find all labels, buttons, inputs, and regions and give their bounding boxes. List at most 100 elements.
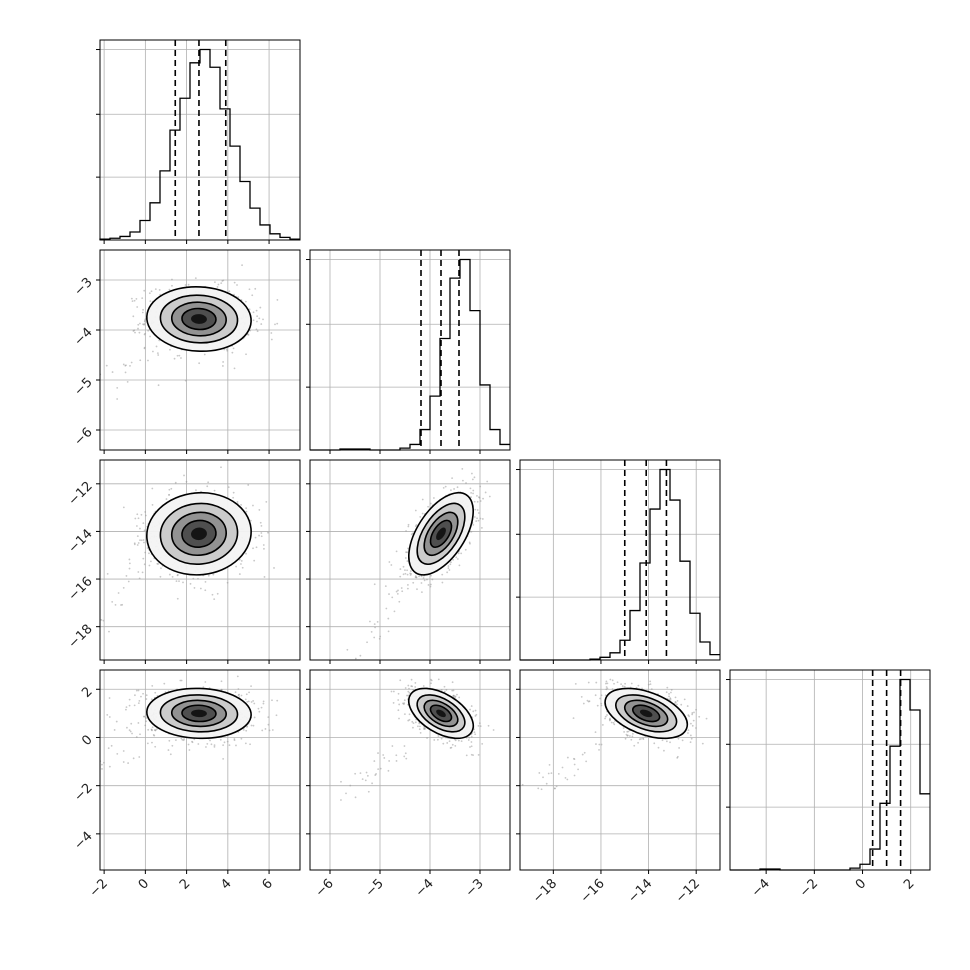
sample-point <box>141 311 144 314</box>
sample-point <box>139 539 141 542</box>
sample-point <box>604 694 607 697</box>
contour-line <box>170 301 227 337</box>
x-tick-label: −4 <box>413 876 437 900</box>
sample-point <box>248 288 251 291</box>
sample-point <box>275 714 278 717</box>
sample-point <box>669 741 671 744</box>
sample-point <box>581 753 584 756</box>
sample-point <box>572 717 575 720</box>
sample-point <box>54 652 56 654</box>
sample-point <box>364 779 367 782</box>
sample-point <box>128 698 131 701</box>
sample-point <box>383 757 386 759</box>
density-content <box>346 467 491 660</box>
sample-point <box>155 345 158 348</box>
histogram-panel-1 <box>306 249 511 451</box>
sample-point <box>146 742 149 745</box>
sample-point <box>235 744 237 747</box>
sample-point <box>406 587 409 590</box>
sample-point <box>96 759 98 761</box>
sample-point <box>247 334 250 336</box>
sample-point <box>663 749 665 752</box>
sample-point <box>582 702 585 705</box>
sample-point <box>665 691 668 694</box>
sample-point <box>139 733 141 736</box>
sample-point <box>106 713 109 716</box>
sample-point <box>217 283 220 286</box>
sample-point <box>138 699 141 702</box>
sample-point <box>691 724 694 727</box>
sample-point <box>139 359 142 362</box>
sample-point <box>242 728 245 731</box>
sample-point <box>253 702 256 705</box>
sample-point <box>354 657 357 660</box>
sample-point <box>139 527 141 530</box>
sample-point <box>441 581 444 584</box>
sample-point <box>171 744 174 747</box>
contour-line <box>416 502 466 565</box>
sample-point <box>598 748 600 751</box>
sample-point <box>472 492 474 495</box>
sample-point <box>197 743 200 745</box>
sample-point <box>121 603 124 606</box>
sample-point <box>222 361 225 363</box>
sample-point <box>101 763 103 766</box>
sample-point <box>267 723 270 726</box>
sample-point <box>244 698 247 701</box>
sample-point <box>420 582 423 584</box>
contour-line <box>159 694 239 733</box>
sample-point <box>407 547 409 550</box>
sample-point <box>692 719 695 722</box>
sample-point <box>233 739 236 742</box>
x-tick-label: 6 <box>259 876 275 892</box>
sample-point <box>472 524 475 526</box>
sample-point <box>237 296 240 299</box>
sample-point <box>140 539 143 542</box>
sample-point <box>668 693 670 695</box>
sample-point <box>254 536 257 539</box>
sample-point <box>151 503 154 506</box>
sample-point <box>157 563 160 565</box>
sample-point <box>600 702 603 705</box>
contour-line <box>181 519 217 549</box>
sample-point <box>626 734 629 737</box>
sample-point <box>414 509 417 512</box>
sample-point <box>136 544 139 546</box>
sample-point <box>447 567 450 569</box>
contour-line <box>604 687 689 740</box>
sample-point <box>397 692 400 695</box>
sample-point <box>128 704 131 707</box>
sample-point <box>422 577 425 579</box>
sample-point <box>460 740 463 743</box>
sample-point <box>137 542 140 544</box>
sample-point <box>157 354 160 356</box>
sample-point <box>637 684 640 687</box>
sample-point <box>212 573 215 576</box>
sample-point <box>198 362 201 365</box>
sample-point <box>168 488 171 491</box>
sample-point <box>674 700 677 703</box>
sample-point <box>103 761 105 764</box>
sample-point <box>107 747 110 750</box>
x-tick-label: −12 <box>673 876 703 906</box>
sample-point <box>62 420 64 422</box>
sample-point <box>143 320 146 323</box>
panel-frame <box>99 459 301 661</box>
sample-point <box>470 496 472 498</box>
sample-point <box>138 756 141 758</box>
sample-point <box>152 350 154 353</box>
sample-point <box>220 688 223 691</box>
sample-point <box>133 542 136 545</box>
sample-point <box>455 556 458 559</box>
sample-point <box>108 697 111 699</box>
panel-frame <box>729 669 931 871</box>
sample-point <box>691 713 694 716</box>
sample-point <box>128 567 131 570</box>
sample-point <box>244 742 247 745</box>
sample-point <box>151 729 153 732</box>
sample-point <box>134 517 137 520</box>
sample-point <box>416 588 418 591</box>
sample-point <box>465 754 468 757</box>
sample-point <box>623 685 626 688</box>
sample-point <box>443 685 446 688</box>
